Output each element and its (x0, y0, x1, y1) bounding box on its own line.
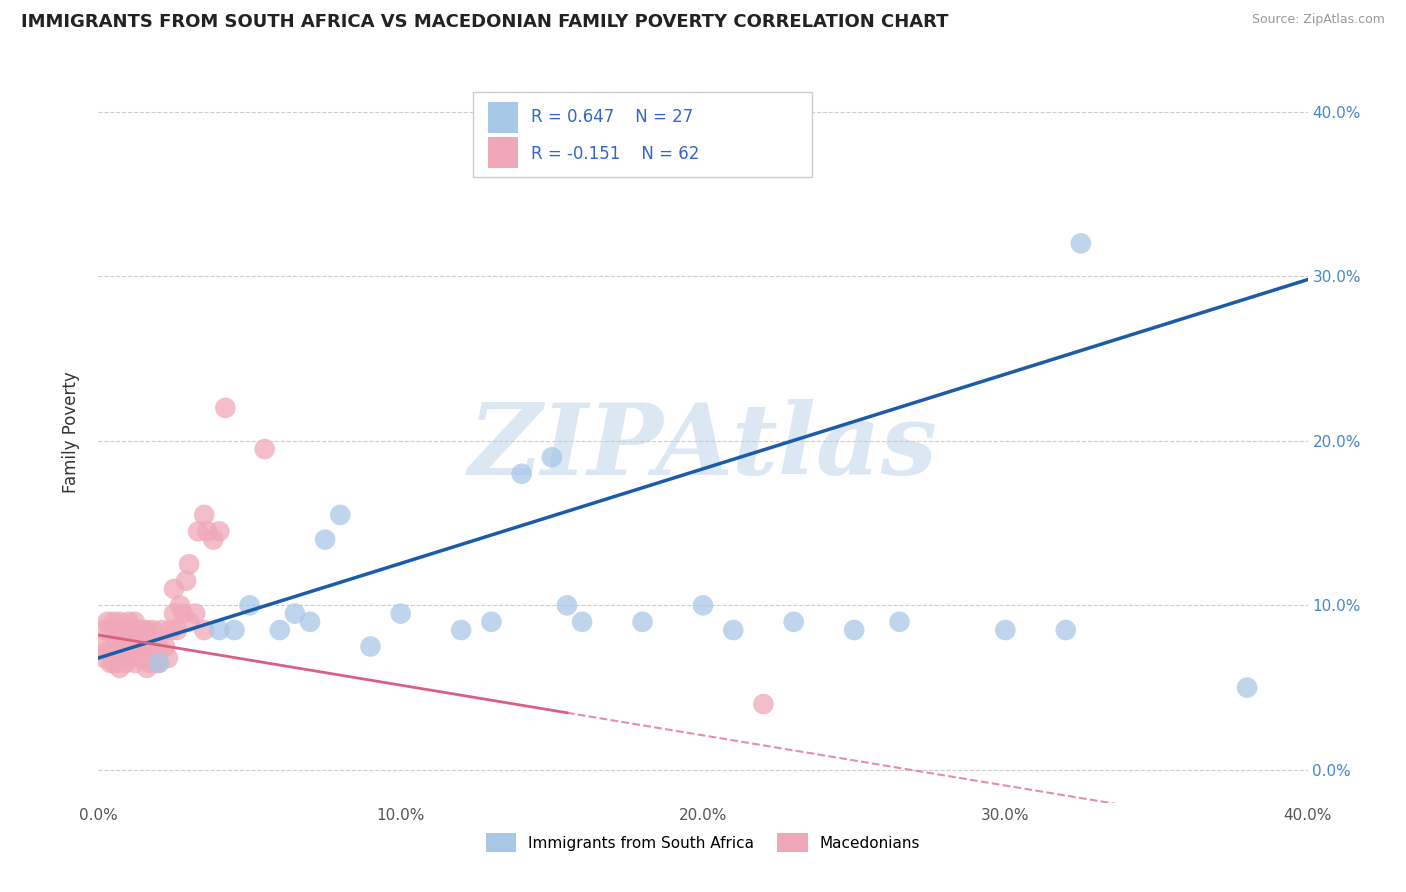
Point (169, 599, 191, 613)
Point (450, 623, 472, 637)
Point (360, 640, 382, 654)
Point (135, 623, 157, 637)
Point (844, 623, 866, 637)
Point (100, 623, 122, 637)
Point (193, 508, 215, 522)
FancyBboxPatch shape (474, 92, 811, 178)
Point (148, 640, 170, 654)
Point (111, 623, 134, 637)
Point (163, 607, 186, 621)
Point (124, 615, 146, 629)
Point (179, 615, 201, 629)
Point (100, 656, 122, 670)
Point (135, 661, 157, 675)
Text: R = 0.647    N = 27: R = 0.647 N = 27 (531, 108, 693, 127)
Point (90, 640, 112, 654)
Point (108, 661, 131, 675)
Text: IMMIGRANTS FROM SOUTH AFRICA VS MACEDONIAN FAMILY POVERTY CORRELATION CHART: IMMIGRANTS FROM SOUTH AFRICA VS MACEDONI… (21, 13, 949, 31)
Bar (488, 102, 517, 133)
Point (239, 599, 262, 613)
Text: Source: ZipAtlas.com: Source: ZipAtlas.com (1251, 13, 1385, 27)
Point (142, 623, 165, 637)
Point (129, 651, 152, 665)
Point (124, 656, 146, 670)
Point (208, 524, 231, 539)
Point (299, 615, 322, 629)
Point (114, 656, 136, 670)
Point (253, 442, 276, 456)
Point (150, 623, 173, 637)
Point (93, 623, 115, 637)
Point (555, 599, 578, 613)
Point (127, 623, 149, 637)
Y-axis label: Family Poverty: Family Poverty (62, 372, 80, 493)
Point (314, 533, 336, 547)
Point (103, 615, 125, 629)
Point (1236, 681, 1258, 695)
Point (132, 640, 155, 654)
Point (179, 558, 201, 572)
Point (184, 607, 207, 621)
Bar (488, 137, 517, 169)
Text: ZIPAtlas: ZIPAtlas (468, 400, 938, 496)
Point (142, 640, 165, 654)
Point (284, 607, 307, 621)
Point (105, 656, 128, 670)
Legend: Immigrants from South Africa, Macedonians: Immigrants from South Africa, Macedonian… (479, 827, 927, 858)
Point (139, 656, 162, 670)
Point (1054, 623, 1077, 637)
Point (111, 651, 134, 665)
Point (105, 632, 128, 646)
Text: R = -0.151    N = 62: R = -0.151 N = 62 (531, 145, 700, 163)
Point (214, 401, 236, 415)
Point (153, 640, 176, 654)
Point (889, 615, 911, 629)
Point (127, 640, 149, 654)
Point (148, 656, 170, 670)
Point (783, 615, 806, 629)
Point (121, 640, 143, 654)
Point (202, 533, 225, 547)
Point (187, 524, 209, 539)
Point (329, 508, 352, 522)
Point (156, 651, 179, 665)
Point (994, 623, 1017, 637)
Point (163, 582, 186, 596)
Point (269, 623, 291, 637)
Point (108, 615, 131, 629)
Point (172, 607, 194, 621)
Point (114, 623, 136, 637)
Point (195, 524, 218, 539)
Point (96, 615, 118, 629)
Point (111, 640, 134, 654)
Point (481, 615, 503, 629)
Point (118, 640, 141, 654)
Point (148, 656, 170, 670)
Point (571, 615, 593, 629)
Point (510, 467, 533, 481)
Point (752, 697, 775, 711)
Point (631, 615, 654, 629)
Point (174, 574, 197, 588)
Point (103, 640, 125, 654)
Point (93, 651, 115, 665)
Point (1070, 236, 1092, 251)
Point (540, 450, 562, 465)
Point (692, 599, 714, 613)
Point (193, 623, 215, 637)
Point (145, 656, 167, 670)
Point (118, 615, 141, 629)
Point (208, 623, 231, 637)
Point (224, 623, 246, 637)
Point (160, 623, 183, 637)
Point (118, 651, 141, 665)
Point (103, 656, 125, 670)
Point (96, 644, 118, 658)
Point (121, 623, 143, 637)
Point (389, 607, 412, 621)
Point (108, 623, 131, 637)
Point (166, 623, 188, 637)
Point (723, 623, 745, 637)
Point (132, 623, 155, 637)
